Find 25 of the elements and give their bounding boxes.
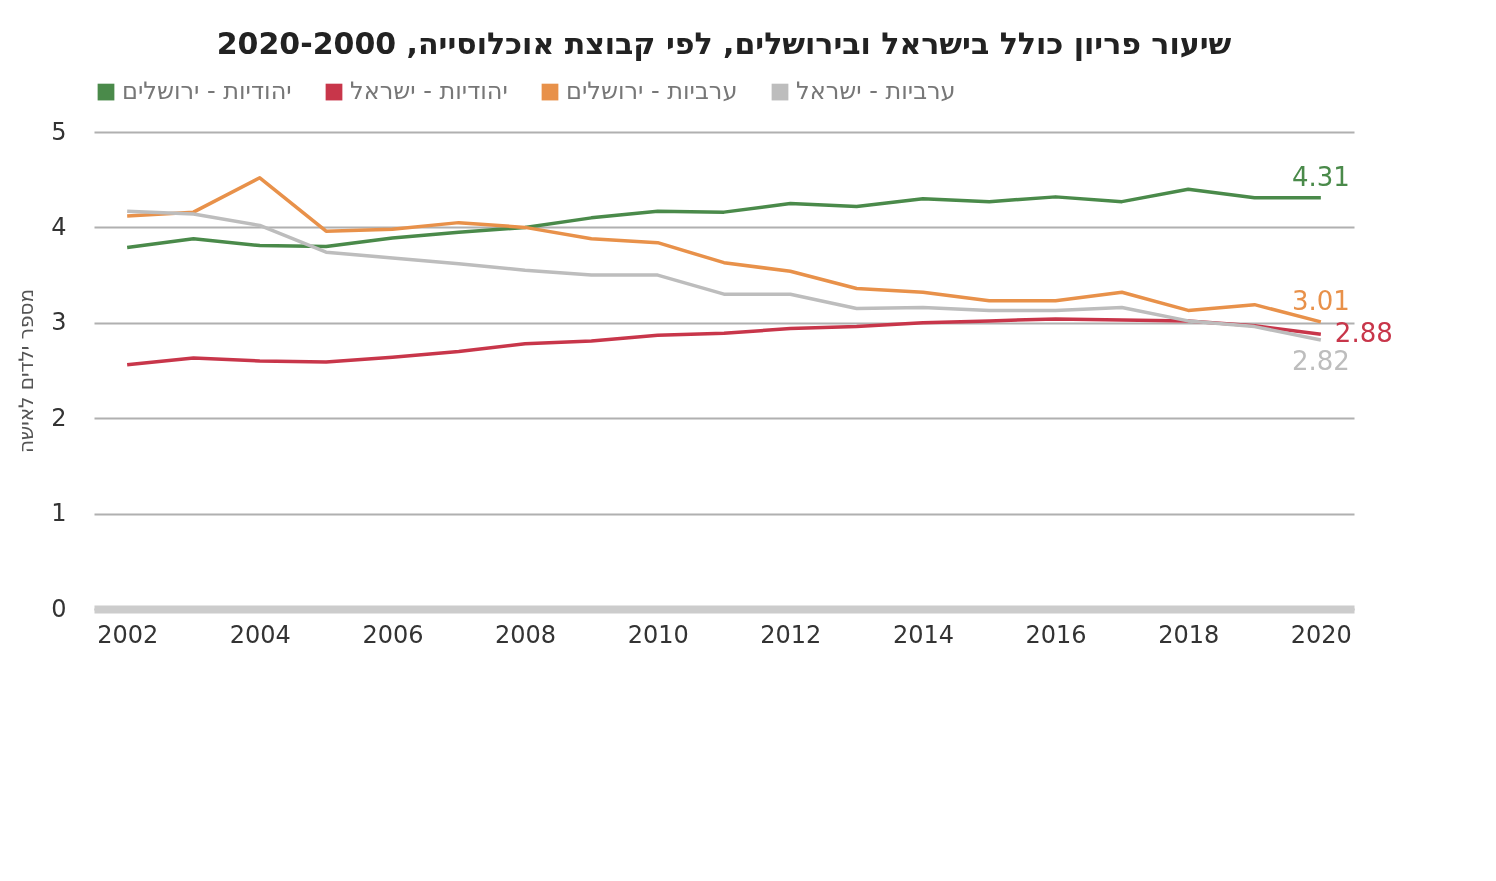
x-tick-label: 2018 [1158,620,1220,649]
x-tick-label: 2014 [892,620,954,649]
y-tick-label: 5 [51,117,67,146]
line-series [125,187,1323,250]
y-tick-label: 4 [51,212,67,241]
legend-label: יהודיות - ישראל [350,77,508,106]
legend-label: יהודיות - ירושלים [122,77,292,106]
y-tick-label: 0 [51,594,67,623]
x-tick-label: 2006 [362,620,424,649]
legend-label: ערביות - ישראל [796,77,956,106]
x-tick-label: 2004 [229,620,291,649]
data-label: 4.31 [1291,161,1350,192]
y-tick-label: 3 [51,308,67,337]
x-tick-label: 2016 [1025,620,1087,649]
y-tick-label: 1 [51,499,67,528]
y-tick-label: 2 [51,403,67,432]
x-tick-label: 2008 [495,620,557,649]
y-axis-title: מספר ילדים לאישה [14,288,39,454]
x-tick-label: 2010 [627,620,689,649]
x-tick-label: 2012 [760,620,822,649]
x-tick-label: 2002 [97,620,159,649]
x-tick-label: 2020 [1290,620,1352,649]
data-label: 3.01 [1291,285,1350,316]
legend-label: ערביות - ירושלים [566,77,738,106]
chart-title: שיעור פריון כולל בישראל ובירושלים, לפי קבוצת אוכלוסייה, 2020-2000 [216,26,1232,61]
